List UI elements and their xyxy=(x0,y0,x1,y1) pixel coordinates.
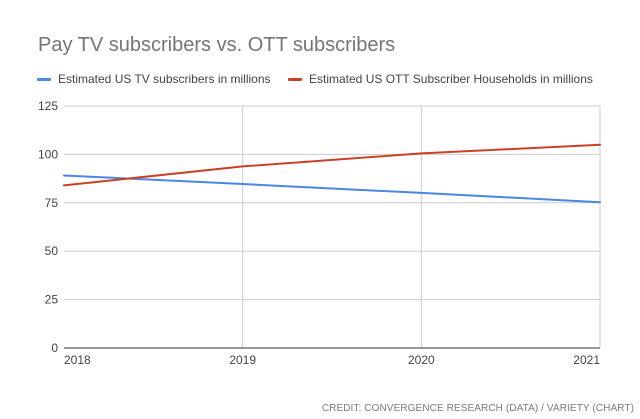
chart-title: Pay TV subscribers vs. OTT subscribers xyxy=(38,34,396,56)
legend-label-ott: Estimated US OTT Subscriber Households i… xyxy=(309,72,593,86)
legend-swatch-tv xyxy=(37,77,51,81)
series-line-tv-subscribers xyxy=(63,174,601,204)
legend-item-tv: Estimated US TV subscribers in millions xyxy=(37,71,271,87)
series-line-ott-households xyxy=(63,143,601,187)
credit-text: CREDIT: CONVERGENCE RESEARCH (DATA) / VA… xyxy=(321,403,634,414)
legend-label-tv: Estimated US TV subscribers in millions xyxy=(58,72,271,86)
y-tick-label-25: 25 xyxy=(45,293,59,307)
legend-item-ott: Estimated US OTT Subscriber Households i… xyxy=(288,71,593,87)
x-tick-label-2018: 2018 xyxy=(64,353,91,367)
y-tick-label-125: 125 xyxy=(38,99,58,113)
y-tick-label-0: 0 xyxy=(51,341,58,355)
y-tick-label-50: 50 xyxy=(45,244,59,258)
y-tick-label-100: 100 xyxy=(38,147,58,161)
legend-swatch-ott xyxy=(288,77,302,81)
x-tick-label-2020: 2020 xyxy=(408,353,435,367)
x-tick-label-2019: 2019 xyxy=(229,353,256,367)
x-tick-label-2021: 2021 xyxy=(573,353,600,367)
y-tick-label-75: 75 xyxy=(45,196,59,210)
